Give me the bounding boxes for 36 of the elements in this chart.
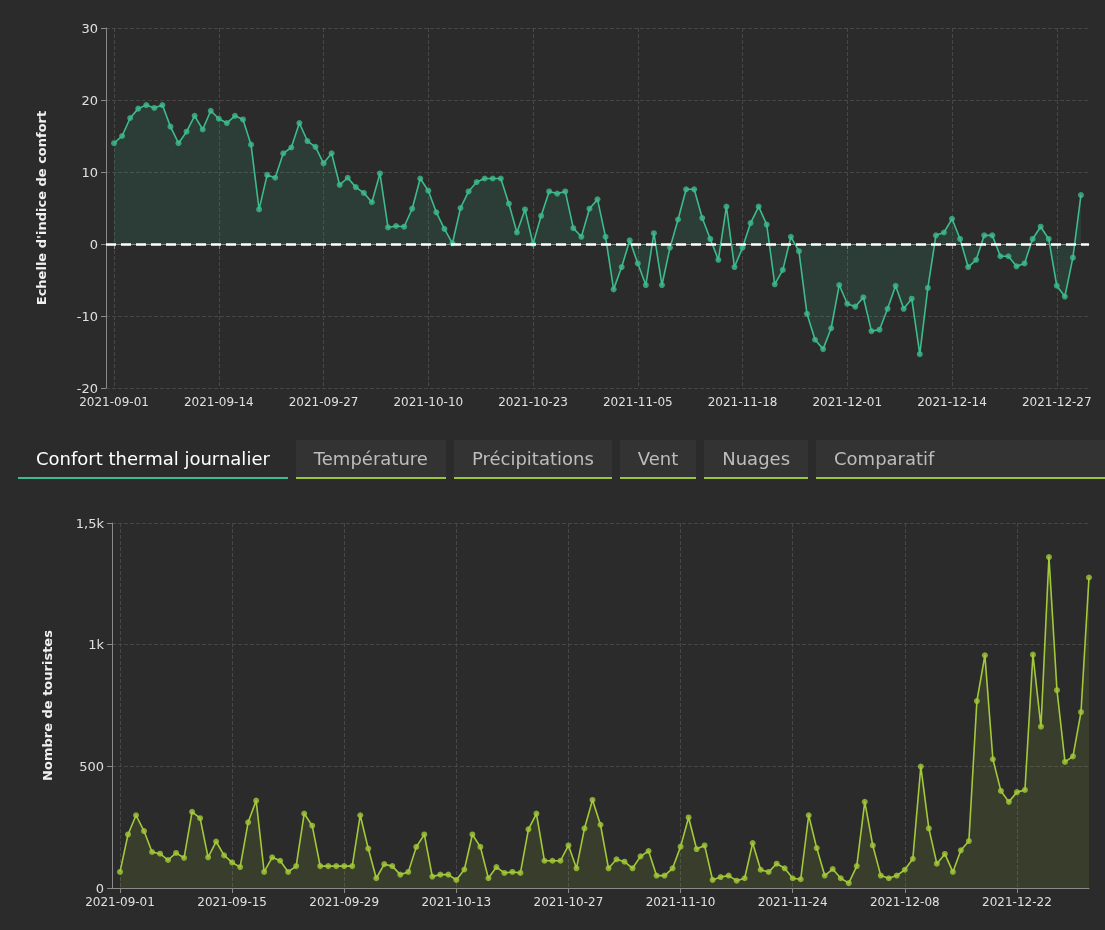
x-tick-label: 2021-11-18 [707,395,778,409]
x-tick-label: 2021-10-23 [498,395,568,409]
y-tick-label: 30 [81,20,98,36]
x-tick-label: 2021-12-08 [869,895,940,909]
tab: Comparatif [816,440,1105,479]
x-tick-label: 2021-09-27 [288,395,359,409]
x-tick-label: 2021-09-14 [183,395,254,409]
x-tick-label: 2021-09-15 [197,895,267,909]
tab: Température [295,440,446,479]
x-tick-label: 2021-09-01 [85,895,155,909]
x-tick-label: 2021-09-29 [309,895,380,909]
x-tick-label: 2021-10-27 [533,895,604,909]
tab: Nuages [704,440,809,479]
x-tick-label: 2021-12-22 [982,895,1052,909]
y-tick-label: 1k [88,637,105,653]
y-tick-label: 500 [79,758,104,774]
y-axis-title: Echelle d'indice de confort [34,110,49,306]
x-tick-label: 2021-12-01 [812,395,883,409]
y-tick-label: 0 [95,880,104,896]
x-tick-label: 2021-09-01 [79,395,149,409]
y-tick-label: 0 [89,236,98,252]
y-tick-label: 20 [81,92,98,108]
x-tick-label: 2021-11-05 [602,395,673,409]
tab: Précipitations [453,440,612,479]
x-tick-label: 2021-12-27 [1021,395,1092,409]
x-tick-label: 2021-10-13 [421,895,492,909]
tab: Vent [619,440,697,479]
y-tick-label: 10 [81,164,98,180]
y-tick-label: -20 [76,380,98,396]
x-tick-label: 2021-11-24 [757,895,828,909]
x-tick-label: 2021-12-14 [917,395,987,409]
y-tick-label: 1,5k [75,515,105,531]
x-tick-label: 2021-10-10 [393,395,464,409]
y-axis-title: Nombre de touristes [40,629,55,781]
y-tick-label: -10 [76,308,98,324]
x-tick-label: 2021-11-10 [645,895,716,909]
